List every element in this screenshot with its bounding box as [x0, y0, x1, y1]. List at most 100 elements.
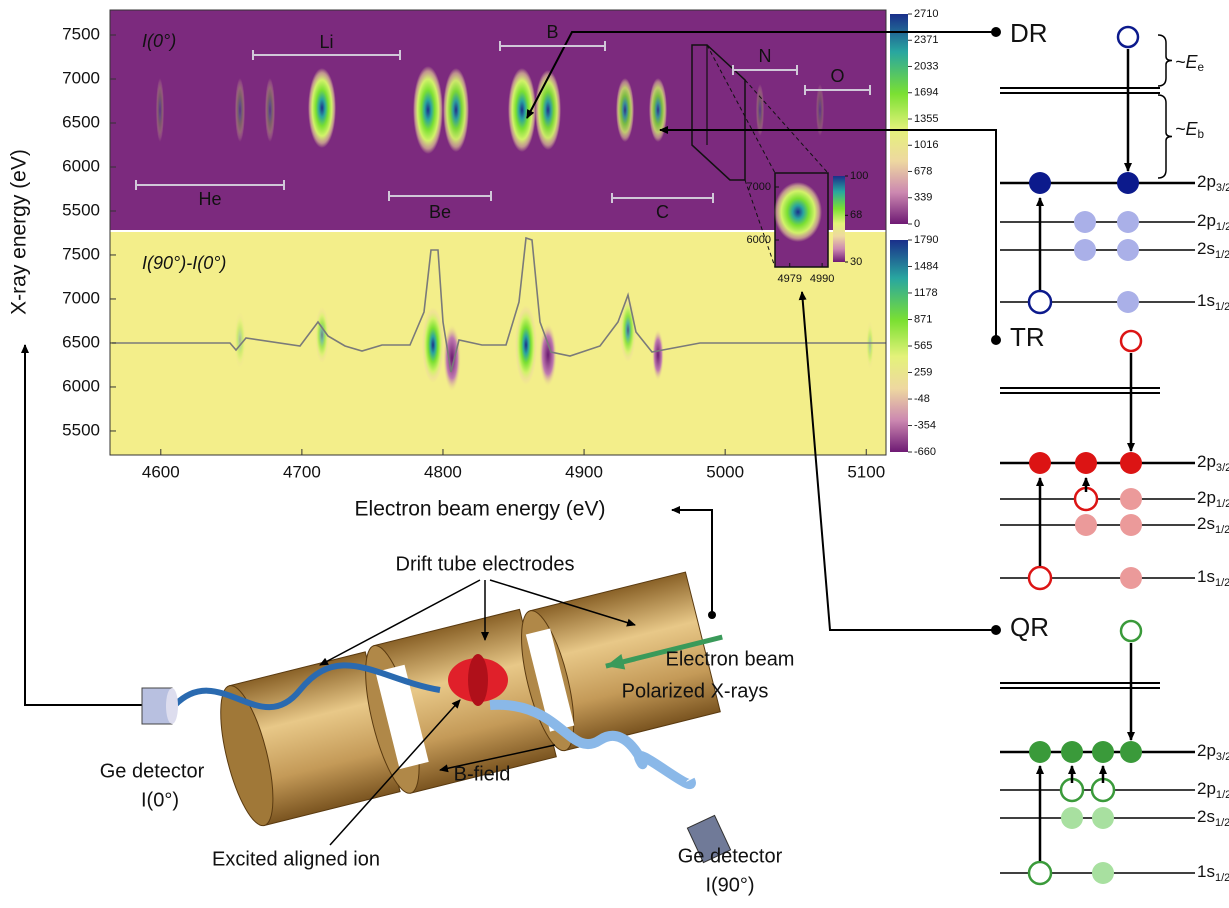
x-axis-title: Electron beam energy (eV) — [355, 498, 606, 521]
panel-title: I(0°) — [142, 31, 176, 51]
colorbar-label: 871 — [914, 313, 932, 325]
colorbar — [890, 240, 908, 452]
level-label: 2p3/2 — [1197, 172, 1229, 193]
apparatus-label: Polarized X-rays — [622, 680, 769, 702]
level-label: 2p3/2 — [1197, 741, 1229, 762]
x-tick-label: 4900 — [565, 462, 603, 481]
x-ray-wave — [489, 699, 696, 790]
heatmap-blob — [539, 323, 557, 387]
x-ray-wave — [172, 662, 441, 711]
colorbar-label: 565 — [914, 340, 932, 352]
top-panel — [110, 10, 886, 230]
zoom-box-edge — [691, 144, 731, 181]
label-arrows — [319, 579, 636, 846]
level-name: 1s — [1197, 291, 1215, 310]
detector — [141, 687, 732, 864]
electron — [1117, 239, 1139, 261]
x-tick-label: 4600 — [142, 462, 180, 481]
electron — [1092, 862, 1114, 884]
level-subscript: 1/2 — [1215, 872, 1229, 884]
electron — [1117, 291, 1139, 313]
heatmap-blob — [620, 298, 636, 362]
electron — [1092, 741, 1114, 763]
colorbar-label: 678 — [914, 165, 932, 177]
inset-y-tick-label: 6000 — [747, 234, 771, 246]
level-label: 2p3/2 — [1197, 452, 1229, 473]
y-tick-label: 7500 — [62, 244, 100, 263]
apparatus-label: I(90°) — [705, 874, 754, 896]
group-label: He — [198, 189, 221, 209]
heatmap-blob — [422, 307, 444, 383]
colorbar-label: 1016 — [914, 139, 938, 151]
level-name: 2s — [1197, 807, 1215, 826]
electron — [1120, 488, 1142, 510]
y-tick-label: 5500 — [62, 200, 100, 219]
level-subscript: 1/2 — [1215, 301, 1229, 313]
level-name: 1s — [1197, 862, 1215, 881]
inset-x-tick-label: 4979 — [777, 273, 801, 285]
level-diagrams: DR2p3/22p1/22s1/21s1/2TR2p3/22p1/22s1/21… — [1000, 18, 1229, 886]
x-tick-label: 5000 — [706, 462, 744, 481]
heatmap-blob — [535, 70, 561, 150]
level-subscript: 3/2 — [1216, 751, 1229, 763]
group-label: Be — [429, 202, 451, 222]
apparatus-label: Ge detector — [100, 760, 205, 782]
level-subscript: e — [1198, 61, 1205, 74]
level-label: ~Eb — [1175, 119, 1205, 141]
level-label: 1s1/2 — [1197, 862, 1229, 883]
electron — [1117, 211, 1139, 233]
electron — [1029, 741, 1051, 763]
electron — [1029, 452, 1051, 474]
level-label: 2p1/2 — [1197, 488, 1229, 509]
inset-blob — [774, 182, 822, 242]
y-tick-label: 7000 — [62, 68, 100, 87]
colorbar — [890, 14, 908, 224]
level-subscript: 1/2 — [1216, 498, 1229, 510]
level-subscript: 1/2 — [1216, 221, 1229, 233]
electron — [1061, 741, 1083, 763]
y-tick-label: 6500 — [62, 332, 100, 351]
apparatus-label: Ge detector — [678, 845, 783, 867]
electron — [1075, 514, 1097, 536]
level-name: 2p — [1197, 452, 1216, 471]
heatmap-blob — [508, 68, 536, 152]
level-name: 2p — [1197, 172, 1216, 191]
heatmap-blob — [308, 68, 336, 148]
inset-y-tick-label: 7000 — [747, 181, 771, 193]
electron — [1074, 239, 1096, 261]
process-label: DR — [1010, 18, 1048, 48]
colorbar-label: 1178 — [914, 287, 938, 299]
electron — [1120, 741, 1142, 763]
electron — [1027, 565, 1053, 591]
group-label: Li — [319, 32, 333, 52]
colorbar-label: -48 — [914, 393, 930, 405]
energy-brace — [1157, 94, 1173, 179]
level-subscript: 1/2 — [1215, 524, 1229, 536]
electron — [1117, 172, 1139, 194]
colorbar-label: 339 — [914, 192, 932, 204]
heatmap-blob — [649, 78, 667, 142]
plot-frame — [109, 9, 887, 456]
aligned-ion — [468, 654, 488, 706]
inset-colorbar — [833, 176, 845, 262]
electron — [1120, 514, 1142, 536]
level-label: ~Ee — [1175, 52, 1204, 74]
apparatus-label: Drift tube electrodes — [396, 553, 575, 575]
electron — [1120, 452, 1142, 474]
level-label: 2p1/2 — [1197, 211, 1229, 232]
panel-title: I(90°)-I(0°) — [142, 253, 226, 273]
colorbar-label: -354 — [914, 419, 936, 431]
heatmap-blob — [413, 66, 443, 154]
x-tick-label: 4700 — [283, 462, 321, 481]
heatmap-blob — [756, 84, 764, 136]
level-subscript: 1/2 — [1215, 817, 1229, 829]
x-tick-label: 5100 — [847, 462, 885, 481]
heatmap-blob — [515, 305, 537, 385]
level-name: 2p — [1197, 741, 1216, 760]
colorbar-label: 2033 — [914, 60, 938, 72]
level-label: 1s1/2 — [1197, 567, 1229, 588]
electron — [1120, 567, 1142, 589]
y-tick-label: 7500 — [62, 24, 100, 43]
inset-colorbar-label: 30 — [850, 256, 862, 268]
